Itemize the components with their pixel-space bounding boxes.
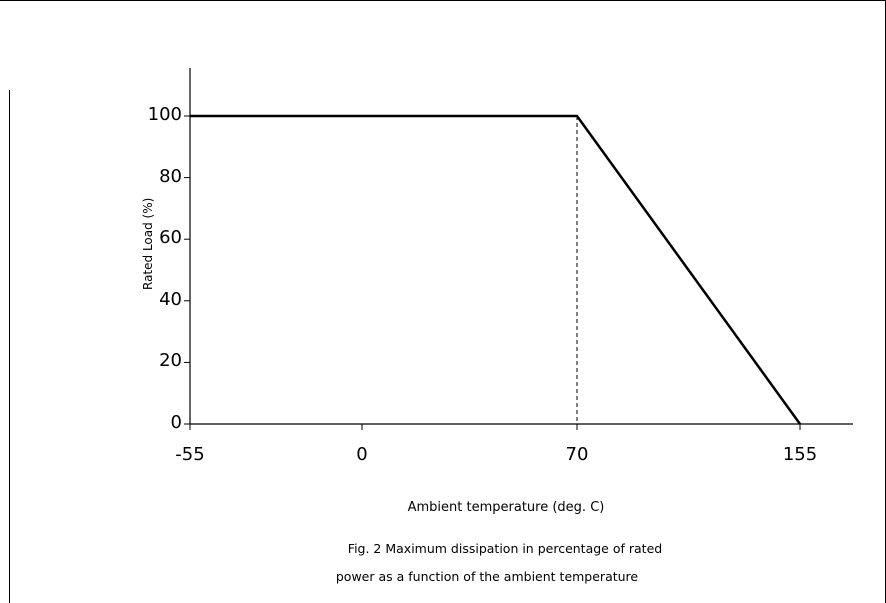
- x-tick-label: -55: [175, 444, 205, 465]
- x-tick-label: 70: [565, 444, 589, 465]
- x-axis-label: Ambient temperature (deg. C): [407, 500, 605, 515]
- figure-caption-line-1: Fig. 2 Maximum dissipation in percentage…: [347, 541, 663, 556]
- y-tick-label: 40: [159, 288, 182, 310]
- y-tick-label: 100: [147, 104, 182, 125]
- x-tick-label: 155: [782, 444, 818, 465]
- y-tick-label: 80: [159, 165, 182, 187]
- series-line: [190, 114, 802, 425]
- y-tick-label: 20: [159, 350, 182, 372]
- y-axis-label: Rated Load (%): [141, 197, 155, 290]
- x-tick-label: 0: [356, 444, 368, 465]
- y-tick-label: 0: [170, 412, 182, 433]
- y-tick-label: 60: [159, 227, 182, 249]
- figure-caption-line-2: power as a function of the ambient tempe…: [335, 569, 639, 584]
